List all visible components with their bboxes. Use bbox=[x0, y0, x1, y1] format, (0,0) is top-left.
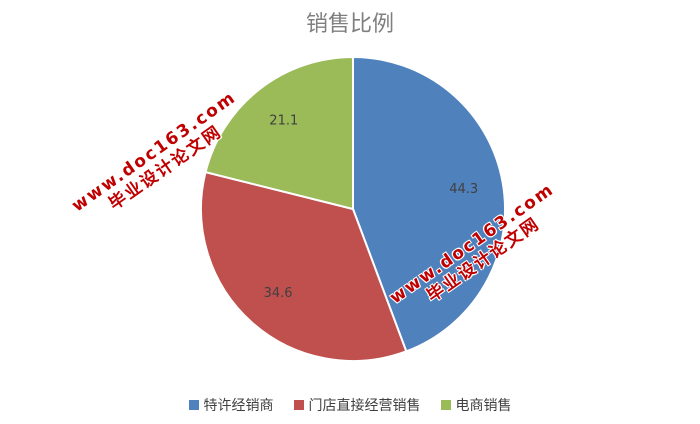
legend-swatch-store bbox=[293, 400, 304, 410]
legend-item-ecommerce: 电商销售 bbox=[440, 395, 512, 415]
pie-slice-franchise bbox=[352, 55, 506, 353]
legend-swatch-franchise bbox=[188, 400, 199, 410]
legend-item-franchise: 特许经销商 bbox=[188, 395, 274, 415]
pie-slice-ecommerce bbox=[204, 55, 354, 211]
legend-label-store: 门店直接经营销售 bbox=[308, 398, 421, 414]
data-label-franchise: 44.3 bbox=[449, 182, 478, 197]
legend: 特许经销商 门店直接经营销售 电商销售 bbox=[0, 395, 700, 415]
chart-title: 销售比例 bbox=[305, 12, 394, 37]
data-label-store: 34.6 bbox=[264, 286, 293, 301]
pie-slices bbox=[200, 55, 506, 362]
data-label-ecommerce: 21.1 bbox=[269, 113, 298, 128]
data-labels: 44.3 34.6 21.1 bbox=[264, 113, 479, 301]
pie-slice-store bbox=[200, 170, 408, 362]
legend-label-franchise: 特许经销商 bbox=[203, 398, 274, 414]
legend-item-store: 门店直接经营销售 bbox=[293, 395, 421, 415]
legend-swatch-ecommerce bbox=[440, 400, 451, 410]
legend-label-ecommerce: 电商销售 bbox=[455, 398, 512, 414]
